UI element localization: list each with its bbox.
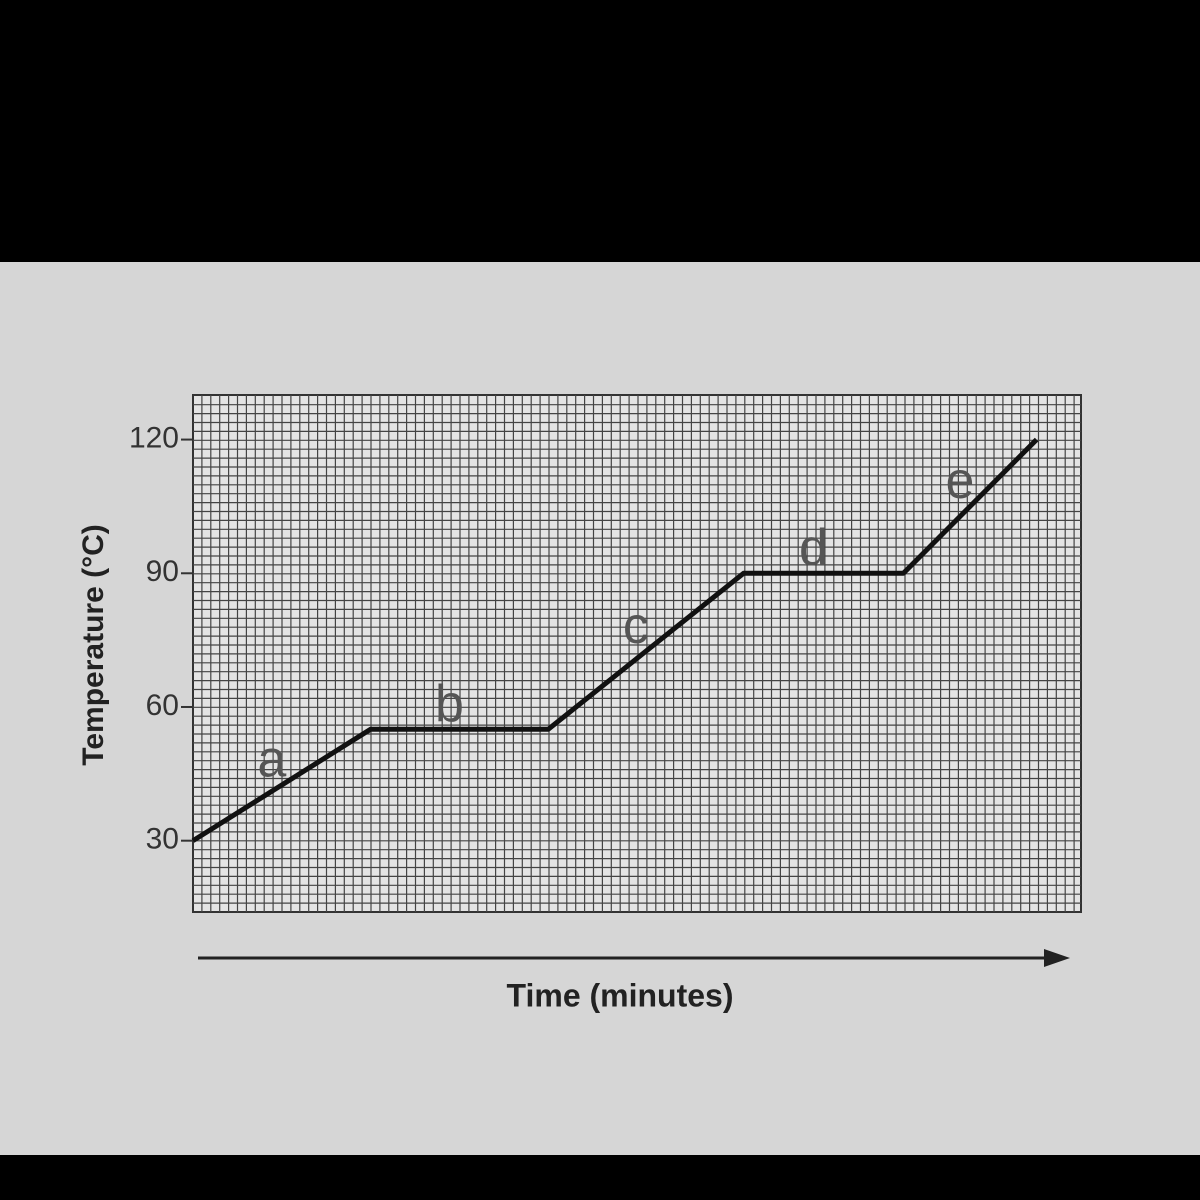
y-tick-label: 90: [146, 555, 179, 588]
y-axis-label: Temperature (°C): [77, 524, 110, 765]
segment-label: b: [435, 675, 464, 733]
y-tick-label: 120: [129, 421, 179, 454]
arrow-head: [1044, 949, 1070, 967]
segment-label: d: [799, 519, 828, 577]
grid: [192, 394, 1082, 913]
y-tick-label: 60: [146, 689, 179, 722]
y-tick-label: 30: [146, 823, 179, 856]
segment-label: a: [257, 731, 286, 789]
segment-label: c: [623, 597, 649, 655]
x-axis-label: Time (minutes): [507, 977, 734, 1013]
data-line: [191, 437, 1039, 843]
segment-label: e: [946, 452, 975, 510]
